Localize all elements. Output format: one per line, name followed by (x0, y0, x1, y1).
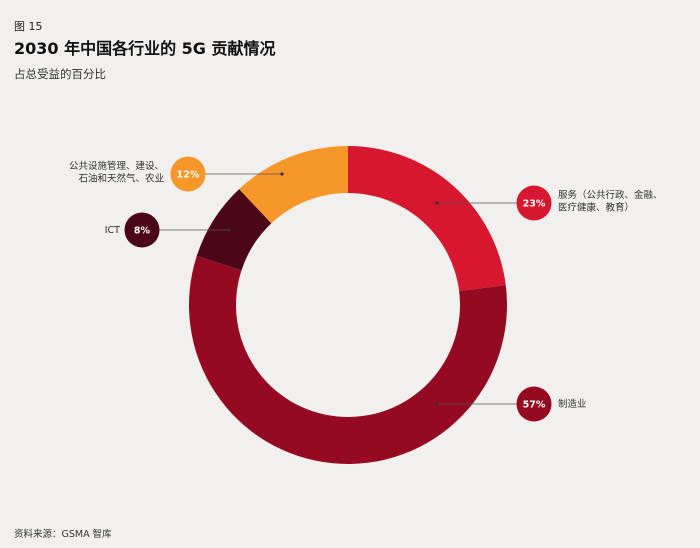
callout-dot (435, 201, 439, 205)
slice-label: ICT (105, 225, 120, 236)
callout-dot (280, 172, 284, 176)
chart-title: 2030 年中国各行业的 5G 贡献情况 (14, 39, 276, 58)
figure-label: 图 15 (14, 20, 43, 33)
value-badge (170, 156, 206, 192)
slice-label: 服务（公共行政、金融、医疗健康、教育） (558, 189, 663, 214)
value-badge (516, 185, 552, 221)
callout-dot (435, 402, 439, 406)
chart-subtitle: 占总受益的百分比 (14, 67, 106, 81)
data-label: 8% (134, 226, 151, 237)
slice-label: 制造业 (558, 398, 587, 410)
callout-dot (227, 228, 231, 232)
value-badge (124, 212, 160, 248)
data-label: 23% (523, 199, 546, 210)
value-badge (516, 386, 552, 422)
donut-slice (239, 146, 348, 224)
slice-label: 公共设施管理、建设、石油和天然气、农业 (69, 160, 164, 185)
donut-slice (189, 255, 508, 464)
data-label: 57% (523, 400, 546, 411)
donut-slice (196, 189, 272, 271)
donut-slice (348, 146, 506, 291)
source-note: 资料来源：GSMA 智库 (14, 529, 112, 540)
data-label: 12% (177, 170, 200, 181)
